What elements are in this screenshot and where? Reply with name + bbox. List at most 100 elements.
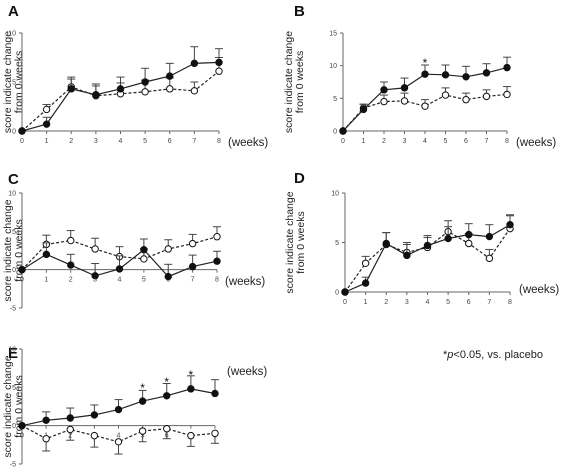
footnote-p: p — [447, 349, 454, 361]
x-tick-label: 2 — [69, 138, 73, 145]
y-tick-label: 0 — [335, 290, 339, 297]
data-point — [485, 254, 494, 263]
x-tick-label: 5 — [142, 277, 146, 284]
series-solid — [18, 375, 219, 430]
panel-label: C — [8, 171, 19, 188]
data-point — [462, 95, 470, 104]
data-point — [138, 427, 147, 435]
x-tick-label: 8 — [215, 277, 219, 284]
data-point — [339, 127, 347, 135]
series-solid — [18, 238, 221, 281]
data-point — [380, 86, 388, 94]
significance-star: * — [140, 381, 145, 395]
data-point — [465, 230, 473, 239]
x-tick-label: 8 — [505, 138, 509, 145]
series-solid — [339, 56, 511, 135]
data-point — [18, 265, 26, 274]
x-tick-label: 6 — [464, 138, 468, 145]
data-point — [67, 236, 75, 245]
panel-label: B — [294, 3, 305, 20]
data-point — [90, 431, 99, 440]
y-tick-label: 10 — [329, 63, 337, 70]
data-point — [190, 87, 199, 95]
x-tick-label: 3 — [93, 277, 97, 284]
x-tick-label: 1 — [45, 138, 49, 145]
series-solid — [18, 46, 223, 135]
data-point — [503, 63, 511, 72]
data-point — [215, 67, 223, 75]
y-tick-label: 5 — [12, 80, 16, 87]
data-point — [42, 120, 51, 128]
y-tick-label: 10 — [8, 191, 16, 198]
data-point — [441, 71, 450, 79]
x-tick-label: 4 — [426, 299, 430, 306]
x-tick-label: 4 — [118, 277, 122, 284]
x-tick-label: 0 — [341, 138, 345, 145]
y-tick-label: 5 — [12, 385, 16, 392]
data-point — [482, 92, 491, 101]
data-point — [42, 416, 50, 424]
data-point — [482, 69, 491, 77]
y-tick-label: 10 — [8, 31, 16, 38]
series-line — [342, 93, 508, 132]
data-point — [444, 234, 452, 243]
series-dashed — [18, 421, 219, 455]
y-tick-label: 0 — [333, 129, 337, 136]
x-tick-label: 4 — [119, 138, 123, 145]
data-point — [67, 85, 75, 93]
data-point — [462, 73, 470, 81]
data-point — [421, 70, 429, 78]
data-point — [114, 438, 123, 446]
data-point — [42, 435, 50, 443]
x-tick-label: 5 — [446, 299, 450, 306]
y-axis-title: score indicate change — [2, 31, 14, 133]
data-point — [215, 58, 223, 67]
x-tick-label: 8 — [508, 299, 512, 306]
x-tick-label: 0 — [20, 277, 24, 284]
data-point — [90, 411, 99, 419]
data-point — [140, 255, 148, 263]
data-point — [116, 85, 125, 93]
data-point — [164, 272, 172, 281]
panel-label: E — [8, 345, 18, 362]
data-point — [421, 102, 429, 110]
y-tick-label: 10 — [8, 347, 16, 354]
data-point — [441, 91, 450, 99]
data-point — [114, 405, 123, 414]
x-tick-label: 0 — [20, 433, 24, 440]
x-tick-label: 2 — [69, 277, 73, 284]
y-tick-label: 15 — [329, 31, 337, 38]
y-axis-title: score indicate change — [284, 191, 296, 293]
data-point — [211, 389, 219, 398]
x-tick-label: 3 — [94, 138, 98, 145]
series-line — [21, 425, 216, 443]
x-tick-label: 6 — [168, 138, 172, 145]
panel-label: A — [8, 3, 19, 20]
x-tick-label: 7 — [192, 138, 196, 145]
data-point — [188, 262, 197, 271]
x-tick-label: 0 — [20, 138, 24, 145]
data-point — [141, 88, 149, 96]
y-tick-label: 0 — [12, 423, 16, 430]
data-point — [213, 257, 221, 265]
data-point — [138, 397, 147, 405]
significance-star: * — [189, 368, 194, 382]
y-tick-label: 5 — [12, 229, 16, 236]
data-point — [92, 91, 100, 99]
x-axis-title: (weeks) — [519, 284, 559, 296]
data-point — [163, 392, 171, 400]
data-point — [341, 288, 349, 296]
data-point — [190, 59, 199, 68]
x-tick-label: 1 — [362, 138, 366, 145]
y-tick-label: -5 — [10, 462, 16, 467]
y-tick-label: 0 — [12, 267, 16, 274]
significance-star: * — [164, 375, 169, 389]
x-axis-title: (weeks) — [225, 276, 265, 288]
data-point — [485, 232, 494, 241]
data-point — [361, 259, 370, 267]
data-point — [465, 239, 473, 248]
data-point — [403, 251, 411, 260]
